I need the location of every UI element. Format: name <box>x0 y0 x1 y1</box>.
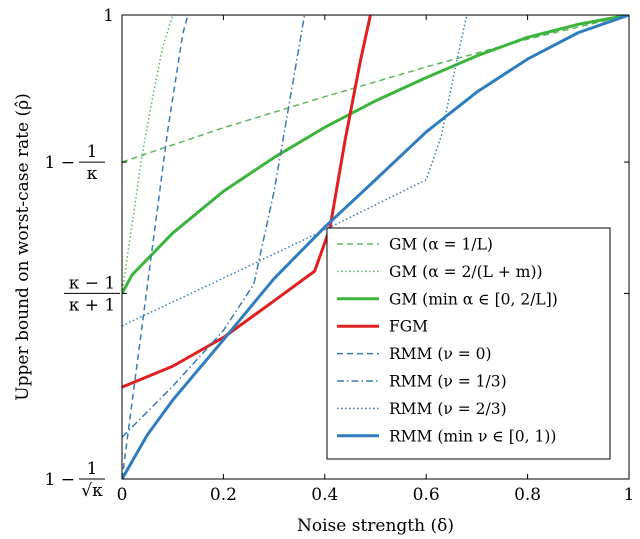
legend-label: RMM (ν = 2/3) <box>389 400 507 418</box>
x-tick-label: 0.8 <box>514 485 541 505</box>
y-tick-denominator: √κ <box>81 481 103 501</box>
y-tick-numerator: 1 <box>87 459 98 479</box>
y-tick-label: κ − 1κ + 1 <box>64 273 120 315</box>
legend-label: RMM (ν = 1/3) <box>389 373 507 391</box>
series-line-5 <box>122 15 189 479</box>
legend-label: RMM (ν = 0) <box>389 345 492 363</box>
x-tick-label: 0.2 <box>210 485 237 505</box>
y-tick-numerator: 1 <box>87 142 98 162</box>
series-line-1 <box>122 15 629 163</box>
series-line-2 <box>122 15 629 294</box>
x-tick-label: 1 <box>624 485 635 505</box>
y-axis-title: Upper bound on worst-case rate (ρ̂) <box>13 93 33 400</box>
series-line-8 <box>122 15 629 479</box>
legend-label: GM (α = 2/(L + m)) <box>389 263 543 281</box>
y-tick-label: 1√κ 1 − <box>45 459 105 501</box>
y-tick-prefix: 1 − <box>45 153 75 173</box>
y-tick-denominator: κ <box>87 164 98 184</box>
legend: GM (α = 1/L) GM (α = 2/(L + m)) GM (min α … <box>326 227 611 460</box>
y-tick-denominator: κ + 1 <box>69 295 116 315</box>
x-tick-label: 0.6 <box>413 485 440 505</box>
series-line-7 <box>122 15 468 327</box>
legend-label: RMM (min ν ∈ [0, 1)) <box>389 427 556 445</box>
plot-frame <box>121 14 630 480</box>
y-tick-text: 1 <box>103 6 114 26</box>
y-tick-numerator: κ − 1 <box>69 273 116 293</box>
y-tick-label: 1 <box>103 6 114 26</box>
legend-label: GM (α = 1/L) <box>389 236 493 254</box>
y-tick-label: 1κ 1 − <box>45 142 105 184</box>
x-tick-label: 0.4 <box>311 485 338 505</box>
series-line-6 <box>122 15 306 438</box>
series-line-4 <box>122 15 372 389</box>
legend-label: FGM <box>389 318 428 336</box>
series-layer <box>122 15 629 479</box>
x-axis-title: Noise strength (δ) <box>297 516 454 536</box>
y-tick-prefix: 1 − <box>45 470 75 490</box>
legend-label: GM (min α ∈ [0, 2/L]) <box>389 290 558 308</box>
x-axis: 0 0.2 0.4 0.6 0.8 1 <box>117 15 635 505</box>
x-tick-label: 0 <box>117 485 128 505</box>
legend-box <box>326 227 611 460</box>
